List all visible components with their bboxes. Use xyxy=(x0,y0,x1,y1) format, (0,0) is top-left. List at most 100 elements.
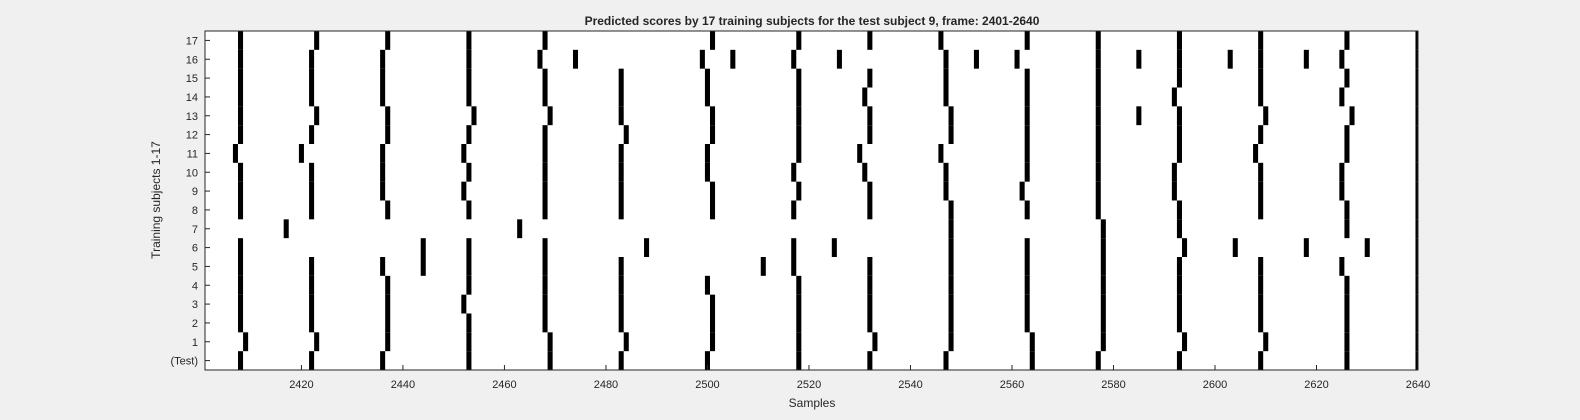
event-mark xyxy=(1253,144,1259,163)
event-mark xyxy=(385,313,391,333)
event-mark xyxy=(867,125,873,144)
event-mark xyxy=(704,68,710,88)
event-mark xyxy=(1095,31,1101,50)
event-mark xyxy=(973,49,979,69)
event-mark xyxy=(542,181,548,201)
event-mark xyxy=(314,31,320,50)
event-mark xyxy=(791,200,797,220)
event-mark xyxy=(1136,49,1142,69)
event-mark xyxy=(1019,181,1025,201)
event-mark xyxy=(1339,257,1345,276)
event-mark xyxy=(238,49,244,69)
event-mark xyxy=(791,257,797,276)
event-mark xyxy=(796,31,802,50)
x-tick-label: 2540 xyxy=(898,379,922,391)
event-mark xyxy=(867,31,873,50)
event-mark xyxy=(1100,275,1106,295)
event-mark xyxy=(238,68,244,88)
event-mark xyxy=(461,144,467,163)
event-mark xyxy=(943,351,949,370)
event-mark xyxy=(1339,87,1345,107)
event-mark xyxy=(542,275,548,295)
event-mark xyxy=(309,200,315,220)
event-mark xyxy=(948,294,954,314)
event-mark xyxy=(466,87,472,107)
event-mark xyxy=(385,31,391,50)
event-mark xyxy=(1024,106,1030,126)
event-mark xyxy=(1344,313,1350,333)
x-tick-label: 2600 xyxy=(1203,379,1227,391)
event-mark xyxy=(948,332,954,352)
event-mark xyxy=(309,294,315,314)
event-mark xyxy=(1258,200,1264,220)
event-mark xyxy=(1258,125,1264,144)
event-mark xyxy=(542,313,548,333)
event-mark xyxy=(618,144,624,163)
event-mark xyxy=(867,351,873,370)
y-tick-label: 14 xyxy=(186,92,198,104)
event-mark xyxy=(1024,68,1030,88)
y-tick-label: 7 xyxy=(192,224,198,236)
event-mark xyxy=(1415,31,1418,50)
event-mark xyxy=(466,68,472,88)
event-mark xyxy=(1024,31,1030,50)
event-mark xyxy=(380,162,386,182)
event-mark xyxy=(238,294,244,314)
event-mark xyxy=(385,106,391,126)
event-mark xyxy=(238,275,244,295)
event-mark xyxy=(1258,257,1264,276)
event-mark xyxy=(710,106,716,126)
event-mark xyxy=(298,144,304,163)
event-mark xyxy=(542,294,548,314)
event-mark xyxy=(466,332,472,352)
event-mark xyxy=(1176,294,1182,314)
event-mark xyxy=(466,125,472,144)
event-mark xyxy=(1415,162,1418,182)
event-mark xyxy=(1263,332,1269,352)
event-mark xyxy=(1344,294,1350,314)
event-mark xyxy=(385,294,391,314)
event-mark xyxy=(943,87,949,107)
event-mark xyxy=(466,162,472,182)
event-mark xyxy=(730,49,736,69)
event-mark xyxy=(796,87,802,107)
event-mark xyxy=(623,332,629,352)
event-mark xyxy=(618,68,624,88)
event-mark xyxy=(1415,238,1418,257)
event-mark xyxy=(943,162,949,182)
event-mark xyxy=(380,87,386,107)
event-mark xyxy=(618,313,624,333)
event-mark xyxy=(1415,313,1418,333)
event-mark xyxy=(867,200,873,220)
event-mark xyxy=(380,351,386,370)
event-mark xyxy=(466,351,472,370)
event-mark xyxy=(704,275,710,295)
event-mark xyxy=(704,144,710,163)
event-mark xyxy=(948,238,954,257)
event-mark xyxy=(1095,162,1101,182)
event-mark xyxy=(1024,257,1030,276)
y-tick-label: (Test) xyxy=(171,356,199,368)
event-mark xyxy=(461,181,467,201)
event-mark xyxy=(618,257,624,276)
event-mark xyxy=(309,125,315,144)
event-mark xyxy=(948,219,954,239)
event-mark xyxy=(710,200,716,220)
event-mark xyxy=(867,68,873,88)
event-mark xyxy=(542,87,548,107)
event-mark xyxy=(380,68,386,88)
event-mark xyxy=(1415,106,1418,126)
event-mark xyxy=(1364,238,1370,257)
event-mark xyxy=(1258,49,1264,69)
event-mark xyxy=(1344,275,1350,295)
event-mark xyxy=(1415,332,1418,352)
event-mark xyxy=(1415,219,1418,239)
event-mark xyxy=(938,144,944,163)
event-mark xyxy=(1024,275,1030,295)
x-tick-labels: 2420 2440 2460 2480 2500 2520 2540 2560 2580 2600… xyxy=(289,365,1430,391)
event-mark xyxy=(618,294,624,314)
event-mark xyxy=(1176,200,1182,220)
event-mark xyxy=(466,275,472,295)
event-mark xyxy=(1415,125,1418,144)
event-mark xyxy=(466,313,472,333)
